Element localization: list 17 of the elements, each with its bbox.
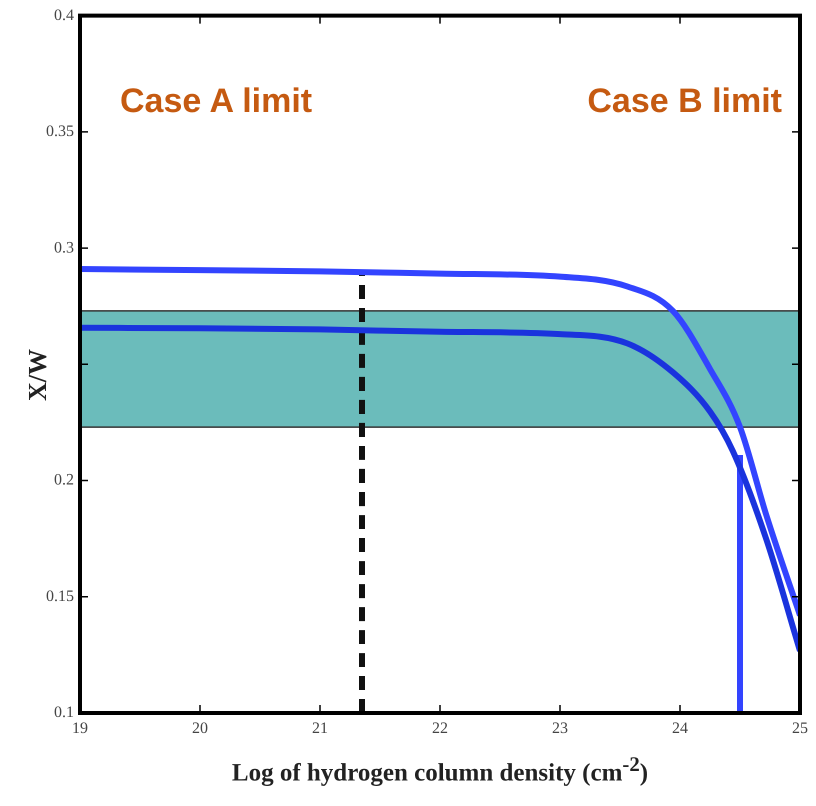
x-tick-label: 19 — [72, 720, 88, 737]
y-tick-label: 0.3 — [54, 239, 74, 256]
x-tick-label: 23 — [552, 720, 568, 737]
annotation: Case B limit — [587, 82, 782, 121]
x-tick-label: 21 — [312, 720, 328, 737]
x-tick-label: 20 — [192, 720, 208, 737]
y-tick-label: 0.4 — [54, 6, 74, 24]
x-tick-label: 22 — [432, 720, 448, 737]
y-axis-title: X/W — [23, 348, 53, 403]
x-axis-title: Log of hydrogen column density (cm$^{-2}$) — [230, 752, 650, 788]
y-tick-label: 0.2 — [54, 472, 74, 489]
y-tick-label: 0.1 — [54, 704, 74, 722]
annotation: Case A limit — [120, 82, 312, 121]
x-tick-label: 24 — [672, 720, 688, 737]
y-tick-label: 0.35 — [46, 123, 74, 140]
x-tick-label: 25 — [792, 720, 808, 737]
y-tick-label: 0.15 — [46, 588, 74, 605]
